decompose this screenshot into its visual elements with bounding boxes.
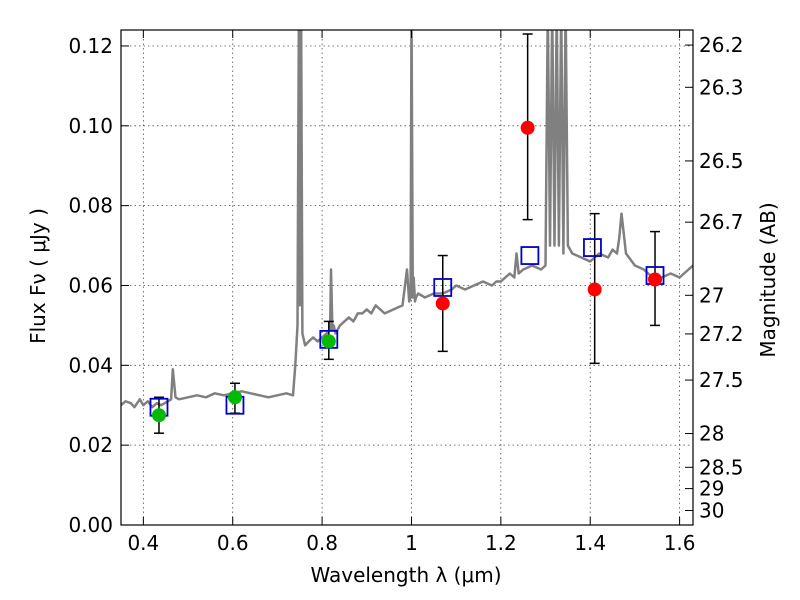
y-axis-ticks: 0.00 0.02 0.04 0.06 0.08 0.10 0.12 [68, 34, 129, 537]
x-axis-label: Wavelength λ (μm) [310, 563, 501, 587]
green-point [151, 408, 166, 423]
x-tick-label: 1.2 [485, 531, 517, 555]
mag-tick-label: 28.5 [699, 455, 744, 479]
error-bars [153, 33, 661, 434]
mag-tick-label: 27 [699, 283, 724, 307]
mag-tick-label: 27.5 [699, 368, 744, 392]
mag-tick-label: 30 [699, 499, 724, 523]
y-tick-label: 0.06 [68, 273, 113, 297]
x-tick-label: 0.4 [127, 531, 159, 555]
mag-tick-label: 27.2 [699, 322, 744, 346]
red-point [587, 282, 602, 297]
y-tick-label: 0.12 [68, 34, 113, 58]
spectrum-series [121, 30, 693, 409]
red-point [520, 120, 535, 135]
photometry-points [151, 120, 663, 423]
y-tick-label: 0.00 [68, 513, 113, 537]
mag-tick-label: 28 [699, 422, 724, 446]
x-tick-label: 1.6 [664, 531, 696, 555]
x-tick-label: 1.4 [574, 531, 606, 555]
y-tick-label: 0.02 [68, 433, 113, 457]
mag-tick-label: 26.5 [699, 149, 744, 173]
x-axis-ticks: 0.4 0.6 0.8 1 1.2 1.4 1.6 [127, 30, 696, 555]
red-point [648, 272, 663, 287]
green-point [321, 334, 336, 349]
mag-tick-label: 26.2 [699, 33, 744, 57]
mag-tick-label: 29 [699, 477, 724, 501]
y-tick-label: 0.10 [68, 114, 113, 138]
model-box [433, 278, 453, 297]
model-box [520, 246, 540, 265]
mag-tick-label: 26.3 [699, 75, 744, 99]
x-tick-label: 0.8 [306, 531, 338, 555]
model-box [583, 238, 602, 257]
plot-frame [120, 29, 694, 526]
x-tick-label: 1 [405, 531, 418, 555]
y-tick-label: 0.08 [68, 194, 113, 218]
mag-tick-label: 26.7 [699, 210, 744, 234]
red-point [435, 296, 450, 311]
right-axis-label: Magnitude (AB) [756, 202, 780, 357]
spectrum-line [121, 30, 693, 409]
y-tick-label: 0.04 [68, 353, 113, 377]
x-tick-label: 0.6 [217, 531, 249, 555]
model-boxes [149, 238, 665, 417]
y-axis-label: Flux Fν ( μJy ) [26, 208, 50, 344]
green-point [227, 390, 242, 405]
